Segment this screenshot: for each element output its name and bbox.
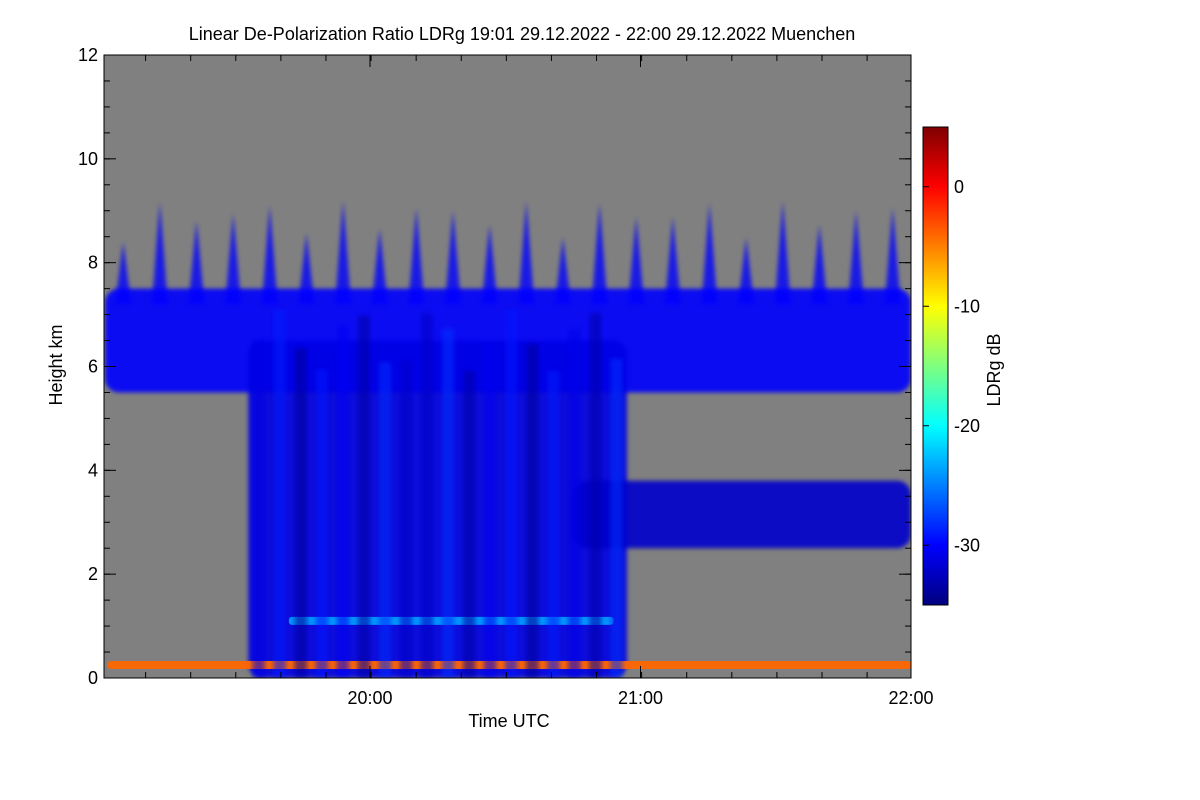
colorbar-tick-label: -30 — [954, 535, 980, 555]
cloud-top-spike — [261, 205, 278, 305]
precip-streak — [357, 315, 370, 678]
y-axis-label: Height km — [46, 324, 66, 405]
precip-streak — [273, 309, 286, 678]
precip-streak — [610, 358, 623, 678]
precip-streak — [484, 345, 497, 678]
x-tick-label: 21:00 — [618, 688, 663, 708]
cloud-top-spike — [335, 200, 352, 305]
y-tick-label: 4 — [88, 460, 98, 480]
y-tick-label: 12 — [78, 45, 98, 65]
cloud-top-spike — [884, 207, 901, 305]
x-tick-label: 20:00 — [347, 688, 392, 708]
precip-streak — [505, 309, 518, 678]
precip-streak — [547, 370, 560, 678]
cloud-top-spike — [591, 203, 608, 305]
chart-title: Linear De-Polarization Ratio LDRg 19:01 … — [189, 24, 855, 44]
cloud-top-spike — [811, 224, 828, 305]
precip-streak — [421, 313, 434, 678]
precip-streak — [294, 348, 307, 678]
y-tick-label: 8 — [88, 253, 98, 273]
y-tick-label: 0 — [88, 668, 98, 688]
cloud-top-spike — [371, 228, 388, 305]
precip-streak — [589, 313, 602, 678]
cloud-top-spike — [628, 216, 645, 305]
cloud-top-spike — [848, 210, 865, 305]
cloud-top-spike — [701, 203, 718, 305]
cloud-top-spike — [664, 216, 681, 305]
precip-streak — [568, 329, 581, 678]
colorbar-ticks: 0 -10 -20 -30 — [923, 177, 980, 555]
precip-streak — [336, 325, 349, 678]
cloud-top-spike — [225, 213, 242, 305]
cloud-top-spike — [554, 237, 571, 305]
precip-streak — [252, 340, 265, 678]
colorbar — [922, 126, 949, 606]
y-tick-label: 10 — [78, 149, 98, 169]
cloud-top-spike — [408, 207, 425, 305]
y-tick-label: 2 — [88, 564, 98, 584]
cloud-top-spike — [444, 210, 461, 305]
cloud-top-spike — [518, 200, 535, 305]
colorbar-tick-label: -10 — [954, 296, 980, 316]
precip-streak — [442, 328, 455, 678]
cloud-top-spike — [188, 220, 205, 305]
colorbar-label: LDRg dB — [984, 333, 1004, 406]
y-tick-label: 6 — [88, 357, 98, 377]
x-axis-label: Time UTC — [468, 711, 549, 731]
x-tick-label: 22:00 — [888, 688, 933, 708]
x-axis-ticks: 20:00 21:00 22:00 — [145, 55, 934, 708]
precip-streak — [526, 343, 539, 678]
cloud-top-spike — [298, 232, 315, 305]
cloud-top-spike — [115, 241, 132, 305]
heatmap-features — [104, 200, 911, 678]
cloud-top-spike — [481, 224, 498, 305]
feature-mid-level-layer — [572, 480, 911, 549]
precip-streak — [315, 369, 328, 678]
cloud-top-spike — [738, 237, 755, 305]
precip-streak — [379, 362, 392, 678]
precip-streak — [463, 370, 476, 678]
cloud-top-spike — [774, 200, 791, 305]
colorbar-tick-label: 0 — [954, 177, 964, 197]
colorbar-tick-label: -20 — [954, 416, 980, 436]
y-axis-ticks: 0 2 4 6 8 10 12 — [78, 45, 911, 688]
cloud-top-spike — [151, 201, 168, 305]
precip-streak — [400, 359, 413, 678]
